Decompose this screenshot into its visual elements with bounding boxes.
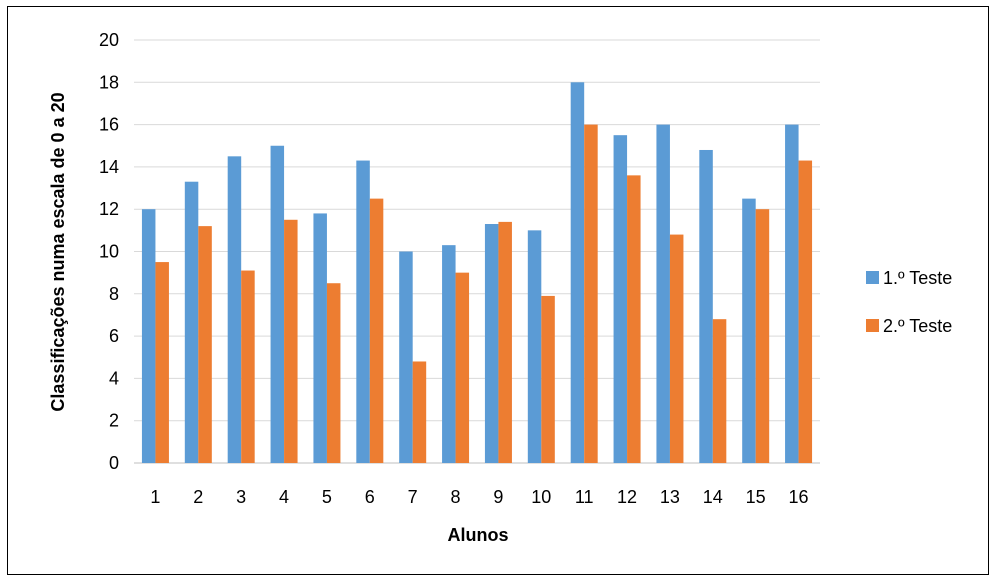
x-tick-label: 12 [617,487,637,507]
bar-teste2-aluno-5 [326,283,341,463]
x-tick-label: 15 [746,487,766,507]
y-tick-label: 10 [99,242,119,262]
bar-teste1-aluno-11 [570,82,585,464]
x-tick-label: 4 [279,487,289,507]
bar-teste2-aluno-1 [155,262,169,463]
bar-teste1-aluno-15 [742,198,756,463]
x-tick-label: 2 [193,487,203,507]
bar-teste1-aluno-7 [399,251,413,463]
x-tick-label: 5 [322,487,332,507]
legend-swatch-teste1 [866,271,879,284]
bar-teste2-aluno-7 [412,361,427,463]
bar-teste1-aluno-4 [270,145,285,463]
x-tick-label: 16 [789,487,809,507]
bar-teste1-aluno-5 [313,213,327,463]
bar-teste1-aluno-3 [227,156,242,463]
bar-teste2-aluno-12 [627,175,641,464]
bar-teste2-aluno-4 [284,219,298,463]
x-tick-label: 1 [150,487,160,507]
y-tick-label: 4 [109,368,119,388]
x-tick-label: 9 [493,487,503,507]
bar-teste2-aluno-11 [584,124,598,463]
bar-teste2-aluno-2 [198,226,212,463]
x-tick-label: 11 [575,487,594,507]
y-tick-labels: 0 2 4 6 8 10 12 14 16 18 20 [99,30,119,473]
y-tick-label: 0 [109,453,119,473]
bar-teste2-aluno-10 [541,295,555,463]
x-tick-label: 8 [451,487,461,507]
y-tick-label: 8 [109,284,119,304]
bar-teste1-aluno-14 [699,149,713,464]
x-tick-label: 14 [703,487,723,507]
bar-teste2-aluno-14 [712,319,727,463]
x-tick-label: 6 [365,487,375,507]
bars [141,82,813,464]
bar-teste1-aluno-9 [484,224,499,463]
bar-teste2-aluno-9 [498,221,512,463]
bar-teste2-aluno-13 [669,234,684,463]
x-tick-label: 10 [531,487,551,507]
bar-teste2-aluno-6 [369,198,384,463]
x-tick-labels: 1 2 3 4 5 6 7 8 9 10 11 12 13 14 15 16 [150,487,808,507]
bar-teste2-aluno-16 [798,160,813,463]
bar-teste1-aluno-16 [785,124,799,463]
bar-teste1-aluno-2 [184,181,199,463]
bar-teste1-aluno-12 [613,135,628,464]
legend-label-teste2: 2.º Teste [883,316,952,336]
y-axis-title: Classificações numa escala de 0 a 20 [48,92,68,411]
bar-teste2-aluno-3 [241,270,255,463]
y-tick-label: 12 [99,199,119,219]
y-tick-label: 2 [109,411,119,431]
bar-teste1-aluno-10 [527,230,542,463]
x-axis-title: Alunos [448,525,509,545]
y-tick-label: 18 [99,72,119,92]
y-tick-label: 14 [99,157,119,177]
x-tick-label: 7 [408,487,418,507]
legend-swatch-teste2 [866,319,879,332]
x-tick-label: 13 [660,487,680,507]
bar-teste1-aluno-6 [356,160,370,463]
bar-teste1-aluno-13 [656,124,670,463]
bar-teste1-aluno-8 [442,245,456,463]
y-tick-label: 20 [99,30,119,50]
bar-teste2-aluno-15 [755,209,770,463]
y-tick-label: 6 [109,326,119,346]
legend: 1.º Teste 2.º Teste [866,268,952,336]
legend-label-teste1: 1.º Teste [883,268,952,288]
y-tick-label: 16 [99,115,119,135]
bar-teste1-aluno-1 [141,209,156,463]
bar-teste2-aluno-8 [455,272,470,463]
x-tick-label: 3 [236,487,246,507]
